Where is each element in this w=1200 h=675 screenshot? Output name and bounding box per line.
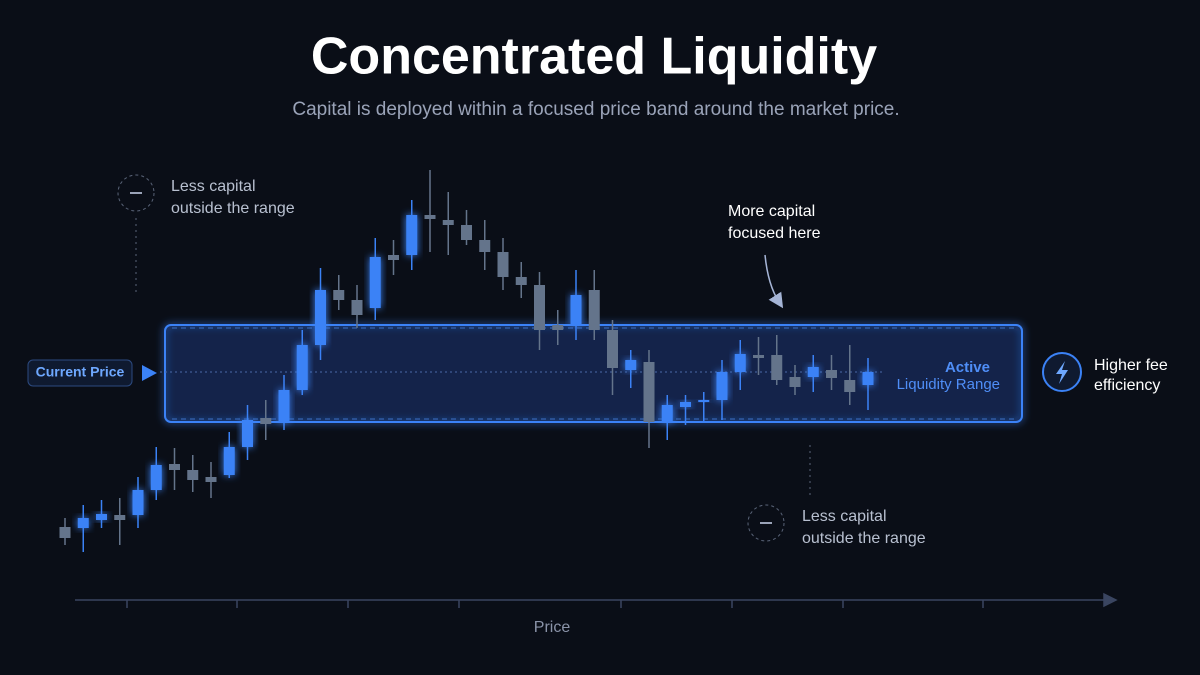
candle-body bbox=[333, 290, 345, 300]
candle-body bbox=[826, 370, 837, 378]
candle-body bbox=[771, 355, 783, 380]
annotation-arrow bbox=[764, 254, 784, 309]
candle-body bbox=[807, 367, 819, 377]
candle-body bbox=[698, 400, 710, 402]
current-price-arrow bbox=[142, 365, 157, 381]
candle-body bbox=[442, 220, 454, 225]
minus-icon bbox=[117, 174, 155, 212]
range-label: Liquidity Range bbox=[897, 376, 1000, 393]
candle-body bbox=[260, 418, 272, 424]
candle-body bbox=[607, 330, 618, 368]
candle-body bbox=[242, 420, 253, 447]
annotation-text: Higher fee bbox=[1094, 357, 1168, 374]
candle-body bbox=[844, 380, 856, 392]
candle-body bbox=[59, 527, 71, 538]
candle-body bbox=[552, 325, 564, 330]
minus-icon bbox=[747, 504, 785, 542]
candle-body bbox=[96, 514, 107, 520]
candle-body bbox=[461, 225, 472, 240]
annotation-text: efficiency bbox=[1094, 377, 1160, 394]
candle-body bbox=[77, 518, 89, 528]
x-axis bbox=[75, 592, 1118, 608]
candle-body bbox=[789, 377, 801, 387]
title: Concentrated Liquidity bbox=[311, 28, 877, 86]
candle-body bbox=[205, 477, 217, 482]
candle-body bbox=[150, 465, 162, 490]
candle-body bbox=[315, 290, 326, 345]
candle-body bbox=[169, 464, 180, 470]
candle-body bbox=[515, 277, 527, 285]
current-price-label: Current Price bbox=[36, 364, 125, 380]
bolt bbox=[1056, 361, 1068, 384]
axis-arrow bbox=[1103, 592, 1118, 608]
annotation-text: outside the range bbox=[802, 530, 926, 547]
x-axis-label: Price bbox=[534, 619, 571, 636]
candle-body bbox=[588, 290, 600, 330]
annotation-text: outside the range bbox=[171, 200, 295, 217]
candle-body bbox=[753, 355, 764, 358]
candle-body bbox=[114, 515, 126, 520]
candle-body bbox=[862, 372, 874, 385]
annotation-text: Less capital bbox=[171, 178, 256, 195]
candle-body bbox=[661, 405, 673, 422]
current-price-badge bbox=[27, 359, 133, 387]
range-label: Active bbox=[945, 359, 990, 376]
candle-body bbox=[643, 362, 655, 422]
candle-body bbox=[406, 215, 418, 255]
candle-body bbox=[132, 490, 144, 515]
candle-body bbox=[479, 240, 491, 252]
subtitle: Capital is deployed within a focused pri… bbox=[292, 99, 899, 120]
candle-body bbox=[351, 300, 363, 315]
annotation-text: Less capital bbox=[802, 508, 887, 525]
annotation-text: More capital bbox=[728, 203, 815, 220]
candle-body bbox=[223, 447, 235, 475]
candle-body bbox=[187, 470, 199, 480]
candle-body bbox=[497, 252, 509, 277]
candle-body bbox=[625, 360, 637, 370]
candle-body bbox=[424, 215, 436, 219]
candle-body bbox=[388, 255, 399, 260]
candle-body bbox=[296, 345, 308, 390]
candle-body bbox=[716, 372, 728, 400]
candle-body bbox=[534, 285, 545, 330]
candle-body bbox=[734, 354, 746, 372]
annotation-text: focused here bbox=[728, 225, 821, 242]
candle-body bbox=[278, 390, 290, 422]
candle-body bbox=[570, 295, 582, 325]
candle-body bbox=[369, 257, 381, 308]
candle-body bbox=[680, 402, 691, 407]
